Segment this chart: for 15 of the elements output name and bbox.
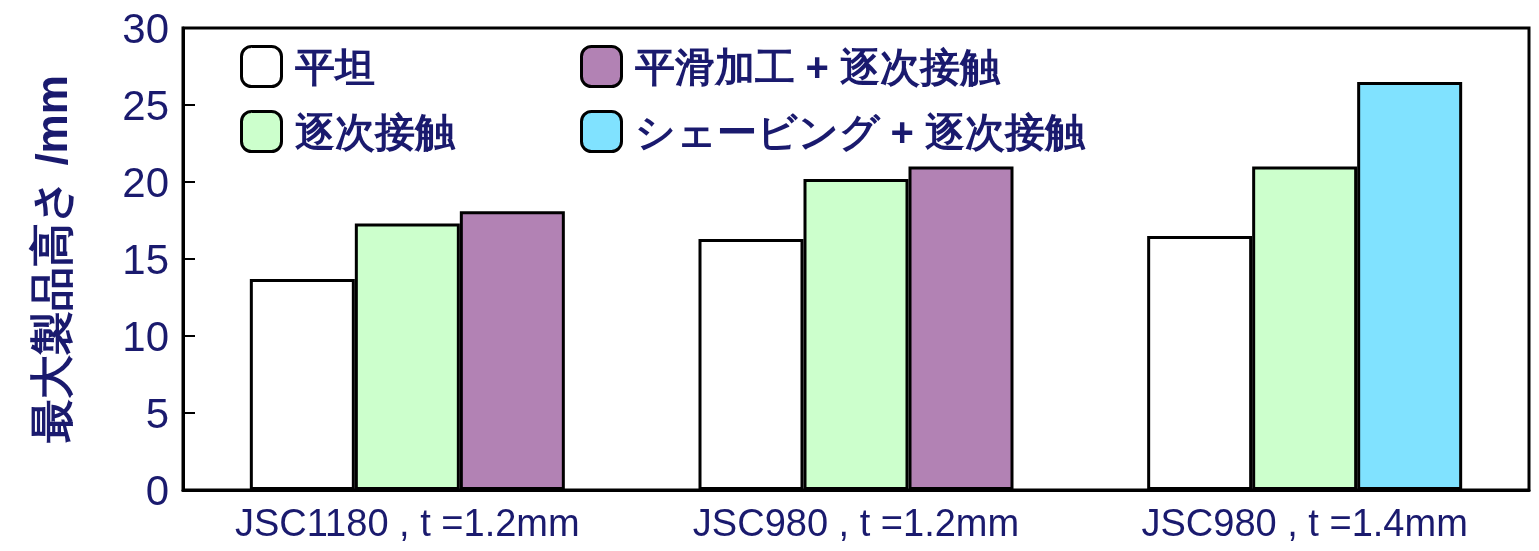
y-tick-label: 25: [122, 81, 169, 129]
legend-label: 平坦: [293, 44, 375, 89]
y-tick-label: 30: [122, 4, 169, 52]
x-tick-label: JSC980 , t =1.4mm: [1141, 502, 1468, 544]
y-tick-label: 0: [145, 466, 169, 514]
y-tick-label: 20: [122, 158, 169, 206]
legend-label: 逐次接触: [294, 109, 456, 154]
x-tick-label: JSC980 , t =1.2mm: [692, 502, 1020, 544]
legend-label: 平滑加工 + 逐次接触: [633, 44, 1002, 89]
y-tick-label: 5: [145, 389, 169, 437]
y-tick-label: 15: [122, 235, 169, 283]
legend-label: シェービング + 逐次接触: [634, 109, 1087, 154]
x-tick-label: JSC1180 , t =1.2mm: [235, 502, 580, 544]
y-tick-label: 10: [122, 312, 169, 360]
y-axis-title: 最大製品高さ /mm: [26, 75, 76, 443]
